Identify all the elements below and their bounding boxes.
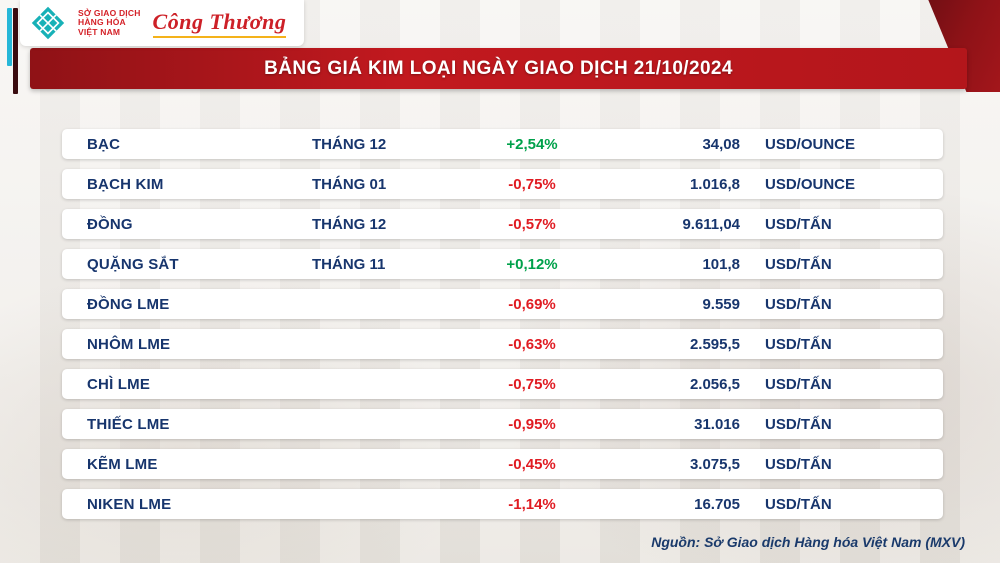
change-cell: +0,12%	[506, 255, 558, 273]
price-cell: 34,08	[702, 135, 740, 153]
price-cell: 31.016	[694, 415, 740, 433]
unit-cell: USD/TẤN	[765, 255, 832, 273]
metal-name-cell: BẠC	[87, 135, 121, 153]
unit-cell: USD/TẤN	[765, 375, 832, 393]
metal-name-cell: CHÌ LME	[87, 375, 151, 393]
unit-cell: USD/TẤN	[765, 335, 832, 353]
left-accent-bar-cyan	[7, 8, 12, 66]
metal-name-cell: QUẶNG SẮT	[87, 255, 179, 273]
table-row: BẠC THÁNG 12 +2,54% 34,08 USD/OUNCE	[62, 129, 943, 159]
change-cell: -0,95%	[508, 415, 556, 433]
logo-area: SỞ GIAO DỊCH HÀNG HÓA VIỆT NAM Công Thươ…	[20, 0, 305, 46]
price-cell: 101,8	[702, 255, 740, 273]
table-row: CHÌ LME -0,75% 2.056,5 USD/TẤN	[62, 369, 943, 399]
price-cell: 16.705	[694, 495, 740, 513]
metal-name-cell: NIKEN LME	[87, 495, 172, 513]
unit-cell: USD/TẤN	[765, 455, 832, 473]
source-note: Nguồn: Sở Giao dịch Hàng hóa Việt Nam (M…	[651, 534, 965, 550]
table-row: QUẶNG SẮT THÁNG 11 +0,12% 101,8 USD/TẤN	[62, 249, 943, 279]
price-cell: 2.595,5	[689, 335, 740, 353]
metal-name-cell: ĐỒNG LME	[87, 295, 170, 313]
unit-cell: USD/TẤN	[765, 215, 832, 233]
unit-cell: USD/TẤN	[765, 295, 832, 313]
table-row: ĐỒNG THÁNG 12 -0,57% 9.611,04 USD/TẤN	[62, 209, 943, 239]
metal-name-cell: BẠCH KIM	[87, 175, 164, 193]
mxv-name-line: HÀNG HÓA	[78, 17, 126, 28]
congthuong-logo: Công Thương	[152, 9, 287, 38]
metal-name-cell: KẼM LME	[87, 455, 158, 473]
price-cell: 1.016,8	[689, 175, 740, 193]
unit-cell: USD/TẤN	[765, 495, 832, 513]
table-row: NIKEN LME -1,14% 16.705 USD/TẤN	[62, 489, 943, 519]
month-cell: THÁNG 01	[312, 175, 387, 193]
table-row: THIẾC LME -0,95% 31.016 USD/TẤN	[62, 409, 943, 439]
change-cell: -1,14%	[508, 495, 556, 513]
price-cell: 3.075,5	[689, 455, 740, 473]
change-cell: -0,63%	[508, 335, 556, 353]
price-cell: 9.611,04	[682, 215, 740, 233]
month-cell: THÁNG 12	[312, 215, 387, 233]
mxv-logo-icon	[30, 5, 66, 41]
table-row: ĐỒNG LME -0,69% 9.559 USD/TẤN	[62, 289, 943, 319]
month-cell: THÁNG 12	[312, 135, 387, 153]
unit-cell: USD/TẤN	[765, 415, 832, 433]
left-accent-bar-dark	[13, 8, 18, 94]
change-cell: -0,69%	[508, 295, 556, 313]
metal-name-cell: ĐỒNG	[87, 215, 133, 233]
table-row: KẼM LME -0,45% 3.075,5 USD/TẤN	[62, 449, 943, 479]
change-cell: -0,45%	[508, 455, 556, 473]
unit-cell: USD/OUNCE	[765, 135, 856, 153]
change-cell: -0,75%	[508, 375, 556, 393]
unit-cell: USD/OUNCE	[765, 175, 856, 193]
price-cell: 2.056,5	[689, 375, 740, 393]
change-cell: -0,57%	[508, 215, 556, 233]
metal-name-cell: THIẾC LME	[87, 415, 170, 433]
metal-price-table: BẠC THÁNG 12 +2,54% 34,08 USD/OUNCE BẠCH…	[62, 129, 943, 519]
page-title: BẢNG GIÁ KIM LOẠI NGÀY GIAO DỊCH 21/10/2…	[264, 57, 733, 79]
month-cell: THÁNG 11	[312, 255, 386, 273]
mxv-name-line: SỞ GIAO DỊCH	[78, 7, 141, 18]
mxv-name-line: VIỆT NAM	[78, 26, 121, 37]
metal-name-cell: NHÔM LME	[87, 335, 171, 353]
change-cell: -0,75%	[508, 175, 556, 193]
table-row: NHÔM LME -0,63% 2.595,5 USD/TẤN	[62, 329, 943, 359]
change-cell: +2,54%	[506, 135, 558, 153]
mxv-logo-text: SỞ GIAO DỊCH HÀNG HÓA VIỆT NAM	[78, 7, 141, 38]
table-row: BẠCH KIM THÁNG 01 -0,75% 1.016,8 USD/OUN…	[62, 169, 943, 199]
title-banner: BẢNG GIÁ KIM LOẠI NGÀY GIAO DỊCH 21/10/2…	[30, 48, 967, 89]
price-cell: 9.559	[702, 295, 740, 313]
